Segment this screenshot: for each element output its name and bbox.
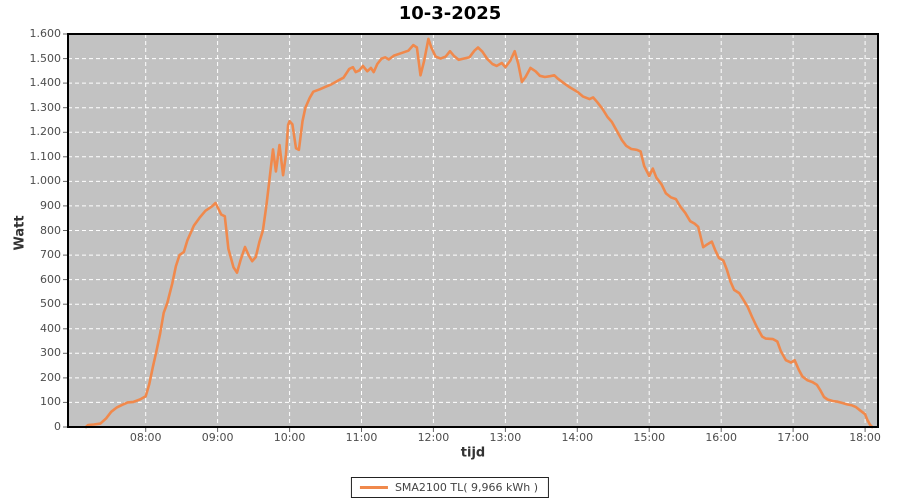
y-tick-label: 1.500 — [29, 51, 62, 65]
x-tick-label: 09:00 — [201, 431, 234, 444]
y-tick-label: 1.300 — [29, 100, 62, 114]
y-tick-label: 1.400 — [29, 76, 62, 90]
y-tick-label: 1.600 — [29, 27, 62, 40]
y-tick-label: 400 — [40, 321, 61, 335]
series-line — [84, 37, 874, 429]
plot-border — [67, 33, 879, 428]
x-tick-label: 18:00 — [849, 431, 881, 444]
x-tick-label: 16:00 — [705, 431, 738, 444]
x-axis-title: tijd — [460, 445, 486, 461]
x-tick-label: 12:00 — [417, 431, 450, 444]
y-tick-label: 0 — [54, 420, 61, 433]
y-tick-label: 1.100 — [29, 149, 62, 163]
x-tick-label: 14:00 — [561, 431, 594, 444]
x-tick-label: 10:00 — [273, 431, 306, 444]
x-tick-label: 11:00 — [345, 431, 378, 444]
y-tick-label: 900 — [40, 198, 61, 212]
y-tick-label: 200 — [40, 370, 61, 384]
y-tick-label: 100 — [40, 395, 61, 409]
legend: SMA2100 TL( 9,966 kWh ) — [350, 477, 550, 498]
y-axis-title: Watt — [12, 215, 28, 251]
y-tick-label: 700 — [40, 248, 61, 262]
legend-line-swatch-icon — [359, 486, 388, 489]
chart-title: 10-3-2025 — [398, 3, 502, 24]
y-tick-label: 1.200 — [29, 125, 62, 139]
x-tick-label: 13:00 — [489, 431, 522, 444]
y-tick-label: 500 — [40, 297, 61, 311]
x-tick-label: 17:00 — [777, 431, 809, 444]
legend-series-label: SMA2100 TL( 9,966 kWh ) — [394, 481, 539, 494]
y-tick-label: 1.000 — [29, 174, 62, 188]
y-tick-label: 300 — [40, 346, 61, 360]
y-tick-label: 600 — [40, 272, 61, 286]
y-tick-label: 800 — [40, 223, 61, 237]
x-tick-label: 08:00 — [129, 431, 162, 444]
x-tick-label: 15:00 — [633, 431, 666, 444]
